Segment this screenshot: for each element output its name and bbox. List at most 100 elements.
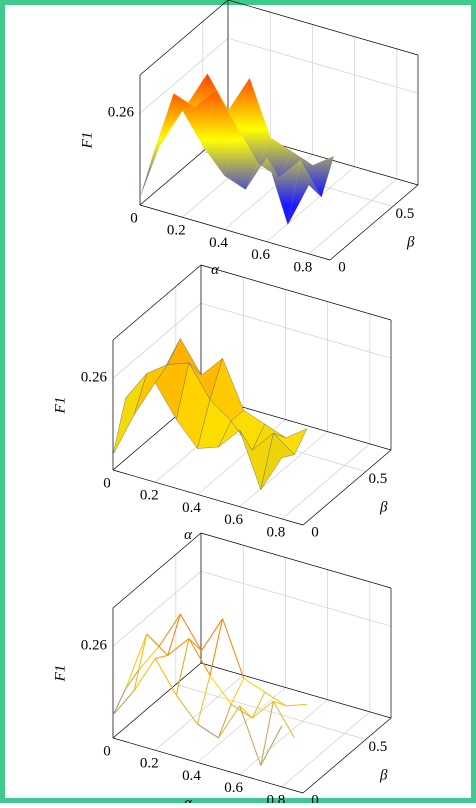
mesh-line — [155, 654, 168, 659]
mesh-line — [175, 638, 190, 696]
y-axis-label: β — [379, 499, 388, 515]
grid-line — [227, 37, 419, 94]
mesh-line — [243, 677, 266, 693]
surface-chart: 0 0.2 0.4 0.6 0.8 0 0.5 0.26 α β F1 — [79, 0, 419, 278]
surface-patch — [224, 126, 259, 190]
mesh-line — [125, 633, 148, 690]
z-axis-label: F1 — [79, 132, 95, 150]
surface-patch — [173, 73, 208, 108]
x-tick-label: 0.4 — [209, 235, 228, 251]
axis-line — [302, 449, 392, 526]
mesh-line — [179, 613, 202, 652]
axis-line — [112, 264, 202, 341]
z-tick-label: 0.26 — [81, 638, 108, 654]
mesh-line — [272, 700, 295, 739]
mesh-line — [112, 690, 135, 716]
x-tick-label: 0.6 — [224, 780, 243, 796]
y-tick-label: 0.5 — [395, 206, 414, 222]
mesh-line — [209, 674, 232, 705]
x-tick-label: 0.6 — [251, 247, 270, 263]
surface-patch — [182, 90, 216, 147]
grid-line — [200, 302, 392, 359]
grid-line — [197, 687, 286, 763]
axis-line — [112, 737, 304, 794]
surface-patch — [266, 157, 301, 225]
mesh-line — [167, 613, 181, 656]
grid-line — [281, 443, 371, 520]
mesh-line — [218, 704, 232, 739]
mesh-line — [260, 725, 283, 766]
grid-line — [239, 431, 328, 507]
mesh-line — [188, 638, 202, 652]
x-tick-label: 0.2 — [167, 223, 186, 239]
z-tick-label: 0.26 — [81, 370, 108, 386]
grid-line — [112, 303, 202, 379]
surface-patch — [279, 151, 313, 178]
grid-line — [200, 570, 392, 627]
mesh-line — [251, 691, 266, 719]
x-tick-label: 0.2 — [140, 756, 159, 772]
surface-patch — [161, 93, 195, 143]
mesh-line — [133, 633, 148, 691]
axis-line — [112, 469, 304, 526]
y-axis-label: β — [379, 767, 388, 783]
mesh-line — [260, 701, 274, 766]
mesh-line — [197, 723, 219, 739]
x-tick-label: 0.4 — [182, 500, 201, 516]
x-tick-label: 0 — [103, 743, 111, 759]
grid-line — [308, 178, 398, 255]
y-tick-label: 0 — [338, 259, 346, 275]
mesh-line — [154, 658, 177, 696]
mesh-line — [146, 633, 160, 647]
mesh-line — [222, 618, 245, 679]
grid-line — [266, 166, 355, 242]
axis-line — [139, 204, 331, 261]
mesh-line — [239, 705, 253, 719]
axis-line — [200, 532, 392, 589]
x-tick-label: 0.8 — [267, 524, 286, 540]
surface-patch — [203, 90, 238, 176]
y-tick-label: 0.5 — [368, 739, 387, 755]
mesh-line — [133, 658, 156, 691]
x-tick-label: 0.8 — [294, 259, 313, 275]
surface-patch — [260, 432, 295, 490]
x-axis-label: α — [184, 527, 193, 543]
z-axis-label: F1 — [52, 397, 68, 415]
axis-line — [227, 0, 419, 56]
mesh-line — [264, 691, 287, 707]
surface-patch — [215, 78, 250, 127]
x-tick-label: 0.6 — [224, 512, 243, 528]
axis-line — [302, 717, 392, 794]
surface-chart: 0 0.2 0.4 0.6 0.8 0 0.5 0.26 α β F1 — [52, 264, 392, 543]
x-tick-label: 0.2 — [140, 488, 159, 504]
mesh-line — [175, 694, 198, 725]
x-axis-label: α — [211, 262, 220, 278]
mesh-line — [158, 613, 181, 647]
surface-patch — [194, 73, 229, 111]
grid-line — [139, 38, 229, 114]
x-tick-label: 0 — [130, 210, 138, 226]
axis-line — [200, 264, 392, 321]
surface-patch — [287, 160, 322, 225]
mesh-line — [239, 705, 262, 766]
mesh-line — [251, 700, 274, 719]
mesh-line — [201, 618, 224, 652]
mesh-line — [209, 618, 224, 676]
mesh-line — [112, 688, 127, 716]
mesh-line — [188, 638, 211, 676]
axis-line — [139, 0, 229, 76]
grid-line — [112, 571, 202, 647]
mesh-line — [218, 705, 241, 739]
mesh-line — [137, 645, 160, 672]
axis-line — [112, 662, 202, 739]
surface-patch — [237, 78, 271, 164]
mesh-line — [125, 670, 139, 690]
mesh-line — [230, 678, 245, 705]
x-tick-label: 0 — [103, 475, 111, 491]
x-axis-label: α — [184, 795, 193, 803]
grid-line — [281, 711, 371, 788]
grid-line — [239, 699, 328, 775]
mesh-line — [167, 638, 190, 656]
surface-patch — [140, 93, 174, 198]
